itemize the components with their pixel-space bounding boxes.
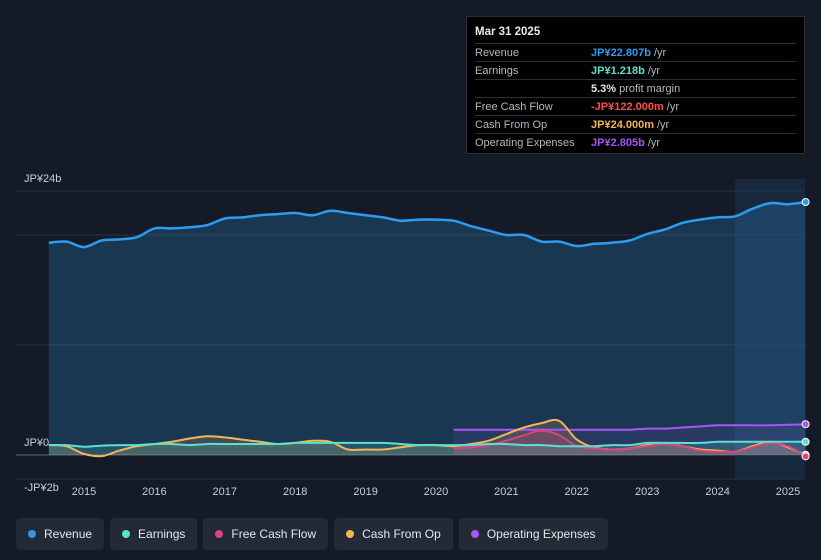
tooltip-row-value: JP¥22.807b (591, 46, 651, 59)
legend-dot-icon (28, 530, 36, 538)
tooltip-row-unit: profit margin (619, 82, 681, 95)
revenue-end-marker (801, 198, 810, 206)
tooltip-row-unit: /yr (647, 64, 661, 77)
x-tick-label: 2024 (705, 486, 729, 498)
tooltip-row-value: 5.3% (591, 82, 617, 95)
x-tick-label: 2019 (353, 486, 377, 498)
operating-expenses-area (453, 424, 806, 455)
tooltip-row-value: JP¥2.805b (591, 136, 645, 149)
tooltip-row: Cash From Op JP¥24.000m/yr (475, 115, 796, 133)
free-cash-flow-line (453, 429, 807, 458)
tooltip-row-value: JP¥24.000m (591, 118, 654, 131)
grid-lines (16, 190, 805, 480)
tooltip-date: Mar 31 2025 (475, 26, 541, 38)
x-axis: 2015 2016 2017 2018 2019 2020 2021 2022 2023 2024… (72, 486, 800, 498)
tooltip-row-unit: /yr (666, 100, 680, 113)
tooltip-row-value: -JP¥122.000m (591, 100, 664, 113)
x-tick-label: 2017 (213, 486, 237, 498)
legend-dot-icon (470, 530, 479, 538)
tooltip-row: Revenue JP¥22.807b/yr (475, 43, 796, 61)
legend-item-free-cash-flow[interactable]: Free Cash Flow (203, 518, 329, 550)
legend-label: Cash From Op (362, 527, 441, 541)
x-tick-label: 2021 (494, 486, 518, 498)
revenue-area (48, 202, 806, 455)
tooltip-row: Operating Expenses JP¥2.805b/yr (475, 133, 796, 151)
earnings-end-marker (801, 437, 810, 446)
highlight-band (735, 179, 805, 479)
x-tick-label: 2018 (283, 486, 307, 498)
earnings-area (48, 441, 806, 455)
tooltip-row-unit: /yr (653, 46, 667, 59)
legend-label: Revenue (44, 527, 93, 541)
legend-label: Free Cash Flow (231, 527, 317, 541)
free-cash-flow-end-marker (801, 452, 810, 461)
y-tick-label: -JP¥2b (24, 482, 59, 494)
x-tick-label: 2022 (565, 486, 589, 498)
legend-label: Operating Expenses (486, 527, 596, 541)
series-areas (48, 202, 806, 457)
free-cash-flow-area (453, 430, 806, 457)
tooltip-row: Earnings JP¥1.218b/yr (475, 61, 796, 79)
x-tick-label: 2023 (635, 486, 659, 498)
tooltip-row-unit: /yr (657, 118, 670, 131)
cash-from-op-area (48, 419, 806, 457)
legend-dot-icon (346, 530, 355, 538)
legend-label: Earnings (138, 527, 186, 541)
tooltip-panel: Mar 31 2025 Revenue JP¥22.807b/yr Earnings… (466, 16, 805, 154)
legend-item-operating-expenses[interactable]: Operating Expenses (458, 518, 608, 550)
tooltip-row-label: Earnings (475, 64, 519, 77)
legend-dot-icon (122, 530, 131, 538)
y-tick-label: JP¥24b (24, 173, 61, 185)
legend-item-cash-from-op[interactable]: Cash From Op (334, 518, 453, 550)
series-lines (48, 198, 810, 461)
operating-expenses-end-marker (801, 420, 810, 429)
tooltip-row-label: Cash From Op (475, 118, 548, 131)
earnings-line (48, 440, 806, 448)
legend-item-revenue[interactable]: Revenue (16, 518, 105, 550)
legend-dot-icon (215, 530, 224, 538)
y-axis: JP¥24b JP¥0 -JP¥2b (24, 173, 61, 494)
y-tick-label: JP¥0 (24, 437, 49, 449)
x-tick-label: 2025 (776, 486, 800, 498)
tooltip-row-unit: /yr (647, 136, 661, 149)
tooltip-row: 5.3% profit margin (475, 79, 796, 97)
tooltip-row-label: Free Cash Flow (475, 100, 553, 113)
tooltip-row: Free Cash Flow -JP¥122.000m/yr (475, 97, 796, 115)
tooltip-row-value: JP¥1.218b (591, 64, 645, 77)
x-tick-label: 2020 (424, 486, 448, 498)
tooltip-rows: Revenue JP¥22.807b/yr Earnings JP¥1.218b/yr… (475, 43, 796, 151)
x-tick-label: 2016 (142, 486, 166, 498)
legend: Revenue Earnings Free Cash Flow Cash From O… (16, 518, 608, 550)
tooltip-row-label: Revenue (475, 46, 520, 59)
legend-item-earnings[interactable]: Earnings (110, 518, 198, 550)
revenue-line (48, 200, 806, 249)
tooltip-row-label: Operating Expenses (475, 136, 575, 149)
operating-expenses-line (453, 423, 806, 431)
x-tick-label: 2015 (72, 486, 96, 498)
